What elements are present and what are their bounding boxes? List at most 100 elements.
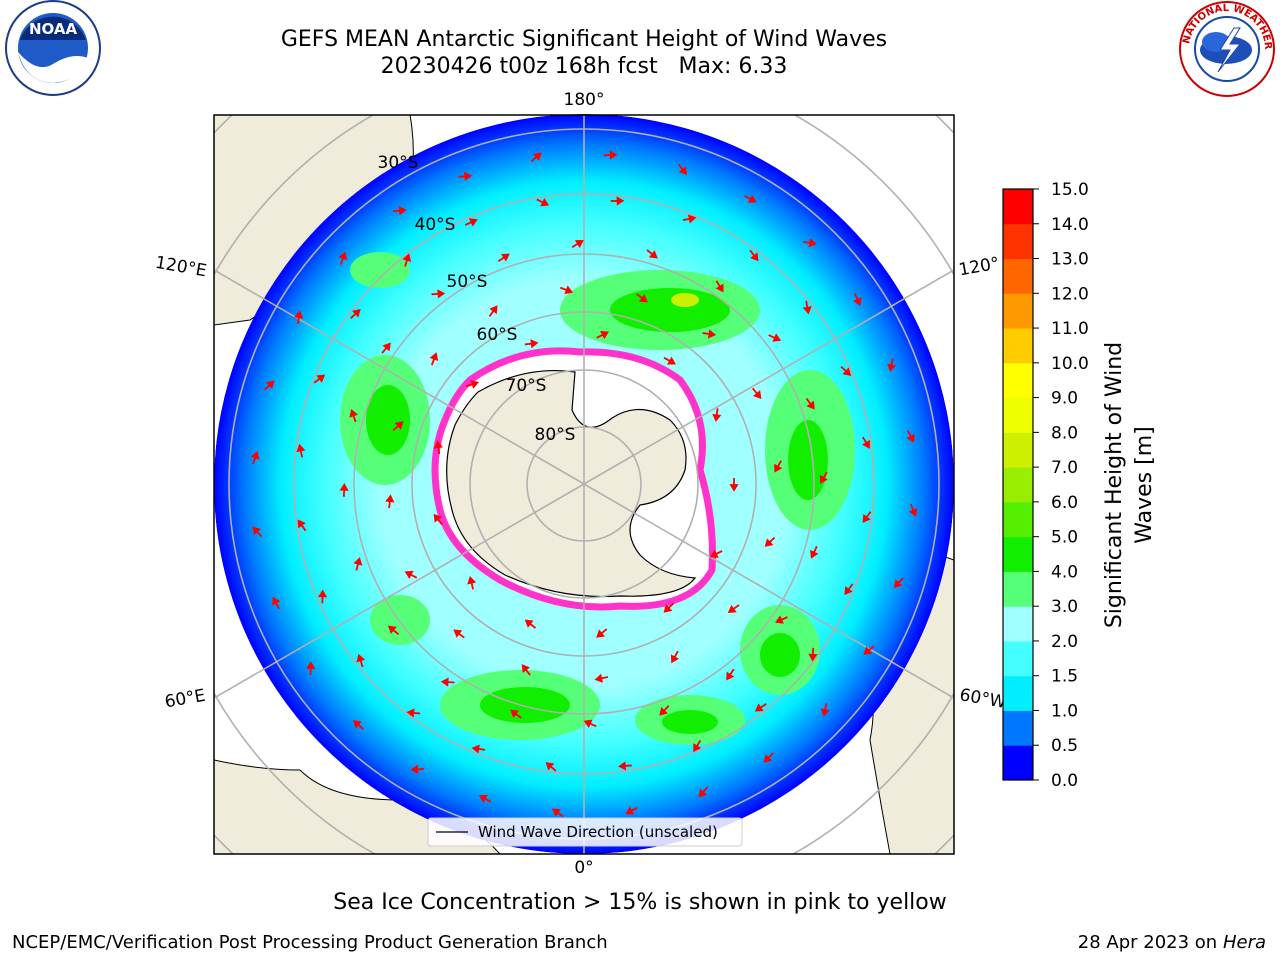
svg-text:NOAA: NOAA xyxy=(29,20,78,38)
wind-arrow xyxy=(840,365,852,376)
wind-arrow xyxy=(670,650,679,664)
wind-arrow xyxy=(488,305,498,317)
colorbar-label: Significant Height of Wind Waves [m] xyxy=(1102,341,1157,629)
wind-arrow xyxy=(663,602,675,613)
antarctica xyxy=(431,347,716,611)
colorbar-tick-label: 1.5 xyxy=(1051,667,1078,687)
wind-arrow xyxy=(768,333,782,342)
wind-arrow xyxy=(754,703,767,712)
wind-arrow xyxy=(625,806,638,815)
wind-arrow xyxy=(252,526,263,538)
colorbar-tick-label: 13.0 xyxy=(1051,250,1089,270)
lon-label-60w: 60°W xyxy=(958,685,1008,713)
wind-arrow xyxy=(294,310,304,325)
wind-arrow xyxy=(510,709,522,719)
wind-arrow xyxy=(433,440,443,455)
high-wave-zones xyxy=(340,252,855,745)
wind-arrow xyxy=(552,808,564,818)
lat-label-40s: 40°S xyxy=(415,215,456,235)
wind-arrow xyxy=(646,249,658,259)
wind-arrow xyxy=(317,589,328,604)
colorbar-tick-label: 6.0 xyxy=(1051,493,1078,513)
colorbar-segment xyxy=(1003,293,1033,329)
wind-arrow xyxy=(709,549,723,558)
sea-ice-note: Sea Ice Concentration > 15% is shown in … xyxy=(333,890,947,915)
colorbar-tick-label: 10.0 xyxy=(1051,354,1089,374)
wind-arrow xyxy=(571,240,584,249)
wind-arrow xyxy=(471,744,486,754)
wind-arrow xyxy=(297,519,307,532)
wind-arrow xyxy=(749,249,759,262)
map-legend: Wind Wave Direction (unscaled) xyxy=(427,817,743,847)
lon-label-180: 180° xyxy=(564,90,605,110)
wind-arrow xyxy=(862,511,872,523)
lat-label-30s: 30°S xyxy=(378,153,419,173)
noaa-logo: NOAA xyxy=(2,0,104,100)
colorbar-tick-label: 4.0 xyxy=(1051,562,1078,582)
lon-label-120w: 120° xyxy=(957,254,1001,281)
wind-arrow xyxy=(844,583,854,596)
lon-label-60e: 60°E xyxy=(163,686,207,713)
colorbar-segment xyxy=(1003,223,1033,260)
wind-arrow xyxy=(820,703,830,717)
wind-arrow xyxy=(596,330,610,340)
wind-arrow xyxy=(521,664,531,676)
wind-arrow xyxy=(478,794,492,803)
colorbar-tick-label: 15.0 xyxy=(1051,180,1089,200)
wind-arrow xyxy=(250,451,260,465)
antarctic-continent xyxy=(446,369,697,598)
wind-arrow xyxy=(356,653,366,668)
wind-arrow xyxy=(752,387,762,400)
wind-arrow xyxy=(352,720,364,730)
wind-wave-arrows xyxy=(250,150,918,818)
wind-arrow xyxy=(545,762,557,772)
nws-logo: NATIONAL WEATHER SERVICE xyxy=(1172,0,1278,100)
colorbar-segment xyxy=(1003,397,1033,433)
colorbar-tick-label: 0.5 xyxy=(1051,736,1078,756)
meridians xyxy=(214,115,954,854)
wind-arrow xyxy=(596,628,608,638)
colorbar-tick-label: 12.0 xyxy=(1051,284,1089,304)
colorbar-segment xyxy=(1003,501,1033,538)
colorbar-segment xyxy=(1003,710,1033,746)
colorbar-segment xyxy=(1003,467,1033,503)
wind-arrow xyxy=(698,786,709,798)
svg-text:Wind Wave Direction (unscaled): Wind Wave Direction (unscaled) xyxy=(478,823,718,841)
wind-arrow xyxy=(853,293,862,307)
wind-arrow xyxy=(712,408,722,422)
lat-label-60s: 60°S xyxy=(477,325,518,345)
wind-arrow xyxy=(524,619,537,629)
wind-arrow xyxy=(272,596,281,610)
wind-arrow xyxy=(618,761,632,771)
wind-arrow xyxy=(802,300,812,315)
lon-label-120e: 120°E xyxy=(154,253,208,282)
colorbar-segment xyxy=(1003,328,1033,364)
wind-arrow xyxy=(431,289,446,299)
map-title: GEFS MEAN Antarctic Significant Height o… xyxy=(280,27,888,52)
wind-arrow xyxy=(810,545,819,559)
map-border xyxy=(213,114,955,855)
wind-arrow xyxy=(465,380,480,389)
wind-arrow xyxy=(339,483,349,497)
wind-arrow xyxy=(410,764,425,774)
wind-arrow xyxy=(659,705,670,716)
wind-arrow xyxy=(338,251,348,265)
colorbar-segment xyxy=(1003,258,1033,294)
wind-arrow xyxy=(702,329,717,339)
wind-arrow xyxy=(536,198,550,207)
colorbar-tick-label: 14.0 xyxy=(1051,215,1089,235)
wind-arrow xyxy=(693,739,702,753)
colorbar-tick-label: 2.0 xyxy=(1051,632,1078,652)
wind-arrow xyxy=(682,214,697,224)
lat-label-70s: 70°S xyxy=(506,376,547,396)
wind-arrow xyxy=(559,285,574,295)
wind-arrow xyxy=(306,661,316,676)
wind-arrow xyxy=(406,708,421,718)
wind-arrow xyxy=(387,625,400,636)
wind-arrow xyxy=(610,196,625,206)
lon-label-0: 0° xyxy=(574,858,593,878)
wind-arrow xyxy=(404,570,418,580)
wind-arrow xyxy=(497,253,510,262)
colorbar-segment xyxy=(1003,571,1033,607)
latitude-labels: 30°S 40°S 50°S 60°S 70°S 80°S xyxy=(378,153,576,445)
